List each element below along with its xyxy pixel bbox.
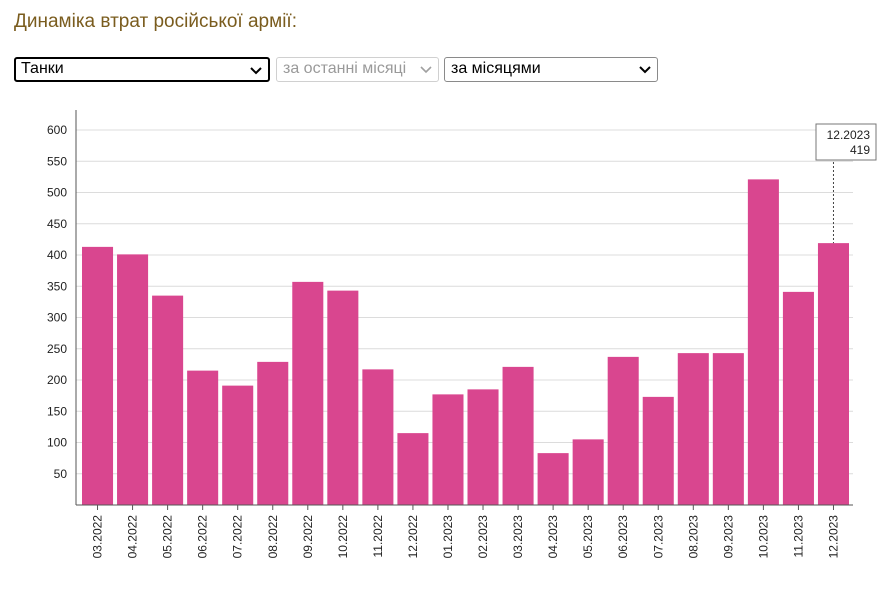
- y-tick-label: 500: [47, 186, 67, 200]
- bar: [152, 295, 184, 505]
- category-select[interactable]: Танки: [14, 57, 270, 82]
- x-tick-label: 09.2022: [301, 515, 315, 559]
- bar: [747, 179, 779, 505]
- y-tick-label: 600: [47, 123, 67, 137]
- bar: [677, 353, 709, 505]
- bar: [397, 433, 429, 505]
- period-select-value: за останні місяці: [283, 60, 407, 77]
- x-tick-label: 12.2023: [826, 515, 840, 559]
- y-tick-label: 100: [47, 436, 67, 450]
- bar: [782, 291, 814, 505]
- bar: [537, 453, 569, 505]
- x-tick-label: 07.2023: [651, 515, 665, 559]
- y-tick-label: 150: [47, 404, 67, 418]
- tooltip-label: 12.2023: [827, 128, 871, 142]
- bar: [117, 254, 149, 505]
- bar: [292, 281, 324, 505]
- bar: [607, 356, 639, 505]
- bar: [502, 366, 534, 505]
- chevron-down-icon: [250, 67, 262, 75]
- period-select: за останні місяці: [276, 57, 439, 82]
- x-tick-label: 08.2022: [266, 515, 280, 559]
- x-tick-label: 10.2022: [336, 515, 350, 559]
- bar: [362, 369, 394, 505]
- x-tick-label: 11.2022: [371, 515, 385, 558]
- x-tick-label: 04.2023: [546, 515, 560, 559]
- x-tick-label: 06.2023: [616, 515, 630, 559]
- bar: [187, 370, 219, 505]
- x-tick-label: 05.2022: [161, 515, 175, 559]
- tooltip-value: 419: [850, 143, 870, 157]
- y-tick-label: 250: [47, 342, 67, 356]
- bar: [712, 353, 744, 505]
- y-tick-label: 350: [47, 279, 67, 293]
- bar: [222, 385, 254, 505]
- bar: [327, 290, 359, 505]
- bar: [467, 389, 499, 505]
- bar: [817, 243, 849, 505]
- chevron-down-icon: [639, 66, 651, 74]
- x-tick-label: 04.2022: [126, 515, 140, 559]
- bar: [432, 394, 464, 505]
- tooltip-box: [815, 123, 877, 161]
- y-tick-label: 300: [47, 311, 67, 325]
- y-tick-label: 450: [47, 217, 67, 231]
- page-title: Динаміка втрат російської армії:: [14, 11, 297, 32]
- x-tick-label: 10.2023: [756, 515, 770, 559]
- grouping-select[interactable]: за місяцями: [444, 57, 658, 82]
- y-tick-label: 200: [47, 373, 67, 387]
- x-tick-label: 02.2023: [476, 515, 490, 559]
- x-tick-label: 09.2023: [721, 515, 735, 559]
- x-tick-label: 08.2023: [686, 515, 700, 559]
- grouping-select-value: за місяцями: [451, 60, 541, 77]
- y-tick-label: 550: [47, 154, 67, 168]
- x-tick-label: 06.2022: [196, 515, 210, 559]
- x-tick-label: 01.2023: [441, 515, 455, 559]
- y-tick-label: 400: [47, 248, 67, 262]
- chevron-down-icon: [420, 66, 432, 74]
- y-tick-label: 50: [54, 467, 68, 481]
- bar: [572, 439, 604, 505]
- x-tick-label: 03.2023: [511, 515, 525, 559]
- losses-bar-chart: 50 100 150 200 250 300 350 400 450 500 550 600 03.20…: [47, 110, 877, 559]
- x-tick-label: 07.2022: [231, 515, 245, 559]
- bar: [642, 396, 674, 505]
- category-select-value: Танки: [21, 60, 64, 77]
- bar: [257, 361, 289, 505]
- x-tick-label: 12.2022: [406, 515, 420, 559]
- x-tick-label: 03.2022: [91, 515, 105, 559]
- bar: [82, 246, 114, 505]
- x-tick-label: 05.2023: [581, 515, 595, 559]
- x-tick-label: 11.2023: [791, 515, 805, 558]
